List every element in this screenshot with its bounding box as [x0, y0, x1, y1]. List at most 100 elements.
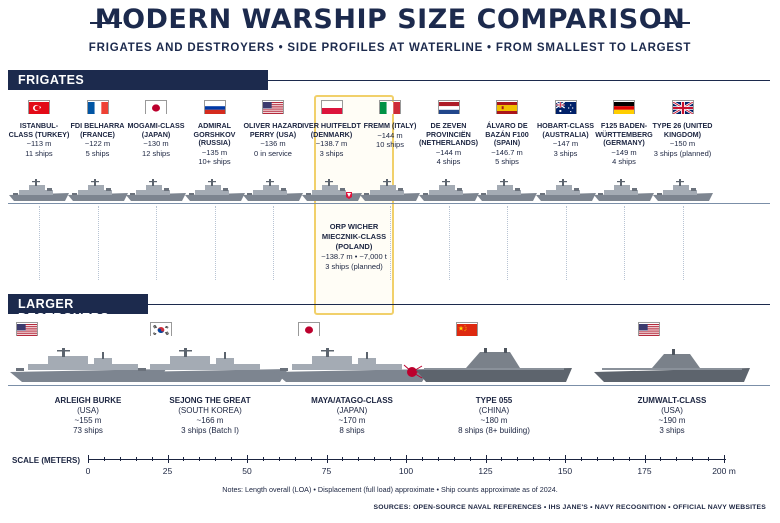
title-rule-left: [90, 22, 122, 24]
frigate-silhouette: [592, 178, 656, 209]
frigate-length: ~138.7 m: [315, 139, 348, 149]
scale-minor-tick: [676, 457, 678, 461]
frigate-name: FREMM (ITALY): [363, 121, 417, 130]
flag-spain-icon: [496, 100, 518, 114]
scale-tick-label: 75: [321, 466, 332, 476]
footer-notes: Notes: Length overall (LOA) • Displaceme…: [222, 485, 558, 494]
flag-russia-icon: [203, 100, 226, 114]
destroyer-length: ~166 m: [196, 416, 224, 425]
guide-line: [97, 206, 99, 280]
scale-tick-label: 150: [557, 466, 573, 476]
destroyer-name: ZUMWALT-CLASS: [637, 396, 707, 405]
destroyer-length: ~180 m: [480, 416, 508, 425]
highlight-ship-specs: ~138.7 m • ~7,000 t: [321, 252, 387, 261]
scale-minor-tick: [183, 457, 185, 461]
frigate-length: ~147 m: [552, 139, 579, 149]
destroyer-count: 8 ships (8+ building): [458, 426, 530, 435]
scale-minor-tick: [580, 457, 582, 461]
frigate-count: 4 ships: [436, 157, 461, 167]
frigate-count: 12 ships: [142, 148, 170, 158]
flag-germany-icon: [613, 100, 635, 114]
frigate-count: 3 ships: [319, 148, 344, 158]
frigate-length: ~135 m: [201, 147, 228, 157]
guide-line: [624, 206, 625, 280]
frigate-silhouette: [7, 178, 71, 209]
scale-minor-tick: [453, 457, 455, 461]
frigate-silhouette: [417, 178, 481, 209]
frigate-name: HOBART-CLASS (AUSTRALIA): [536, 121, 595, 139]
scale-minor-tick: [294, 457, 296, 461]
frigate-silhouette: [241, 178, 305, 209]
scale-minor-tick: [437, 457, 439, 461]
scale-tick: [406, 455, 407, 463]
flag-usa-icon: [638, 322, 660, 336]
destroyer-silhouette: [592, 346, 752, 391]
frigate-silhouette: [534, 178, 598, 209]
scale-minor-tick: [421, 457, 423, 461]
frigate-name: IVER HUITFELDT (DENMARK): [302, 121, 361, 139]
frigate-count: 5 ships: [85, 148, 110, 158]
title-rule-right: [658, 22, 690, 24]
frigate-silhouette: [651, 178, 715, 209]
destroyer-country: (CHINA): [478, 406, 510, 415]
frigate-count: 11 ships: [25, 148, 53, 158]
frigate-length: ~113 m: [26, 139, 52, 149]
scale-minor-tick: [358, 457, 360, 461]
frigates-section-header: FRIGATES: [8, 70, 268, 90]
flag-uk-icon: [671, 100, 694, 115]
destroyer-name: SEJONG THE GREAT: [169, 396, 251, 405]
scale-minor-tick: [517, 457, 519, 461]
frigate-card: MOGAMI-CLASS (JAPAN) ~130 m 12 ships: [125, 100, 187, 158]
frigate-silhouette: [124, 178, 188, 209]
flag-france-icon: [86, 100, 109, 114]
highlight-ship-name: ORP WICHER MIECZNIK-CLASS (POLAND): [321, 222, 387, 251]
scale-tick: [724, 455, 725, 463]
scale-label: SCALE (METERS): [12, 456, 80, 465]
highlight-box: [314, 95, 394, 315]
frigate-length: ~146.7 m: [491, 147, 523, 157]
frigate-length: ~149 m: [611, 147, 637, 157]
scale-tick-label: 0: [85, 466, 91, 476]
destroyer-country: (JAPAN): [336, 406, 368, 415]
destroyer-count: 3 ships: [659, 426, 685, 435]
destroyers-section-rule: [148, 304, 770, 305]
flag-australia-icon: [554, 100, 577, 114]
highlight-ship-count: 3 ships (planned): [325, 262, 383, 271]
flag-italy-icon: [379, 100, 401, 114]
frigate-name: TYPE 26 (UNITED KINGDOM): [652, 121, 713, 139]
destroyer-length: ~190 m: [658, 416, 686, 425]
scale-tick: [644, 455, 646, 463]
frigate-count: 3 ships (planned): [653, 148, 712, 158]
scale-tick: [326, 455, 328, 463]
guide-line: [448, 206, 450, 280]
flag-netherlands-icon: [437, 100, 460, 114]
guide-line: [507, 206, 508, 280]
destroyer-count: 8 ships: [339, 426, 365, 435]
flag-china-icon: [456, 322, 478, 336]
page-subtitle: FRIGATES AND DESTROYERS • SIDE PROFILES …: [88, 42, 692, 54]
frigate-card: FREMM (ITALY) ~144 m 10 ships: [359, 100, 421, 150]
frigate-card: ISTANBUL-CLASS (TURKEY) ~113 m 11 ships: [8, 100, 70, 158]
guide-line: [682, 206, 684, 280]
scale-minor-tick: [231, 457, 233, 461]
frigate-silhouette: [66, 178, 130, 209]
flag-japan-icon: [298, 322, 320, 336]
scale-minor-tick: [549, 457, 551, 461]
scale-minor-tick: [708, 457, 710, 461]
frigate-count: 5 ships: [495, 157, 519, 167]
frigate-silhouette: [183, 178, 247, 209]
destroyer-country: (USA): [77, 406, 99, 415]
flag-south-korea-icon: [150, 322, 172, 336]
frigate-count: 0 in service: [254, 148, 292, 158]
scale-tick: [167, 455, 169, 463]
scale-minor-tick: [390, 457, 392, 461]
scale-minor-tick: [660, 457, 662, 461]
guide-line: [214, 206, 216, 280]
scale-minor-tick: [119, 457, 121, 461]
